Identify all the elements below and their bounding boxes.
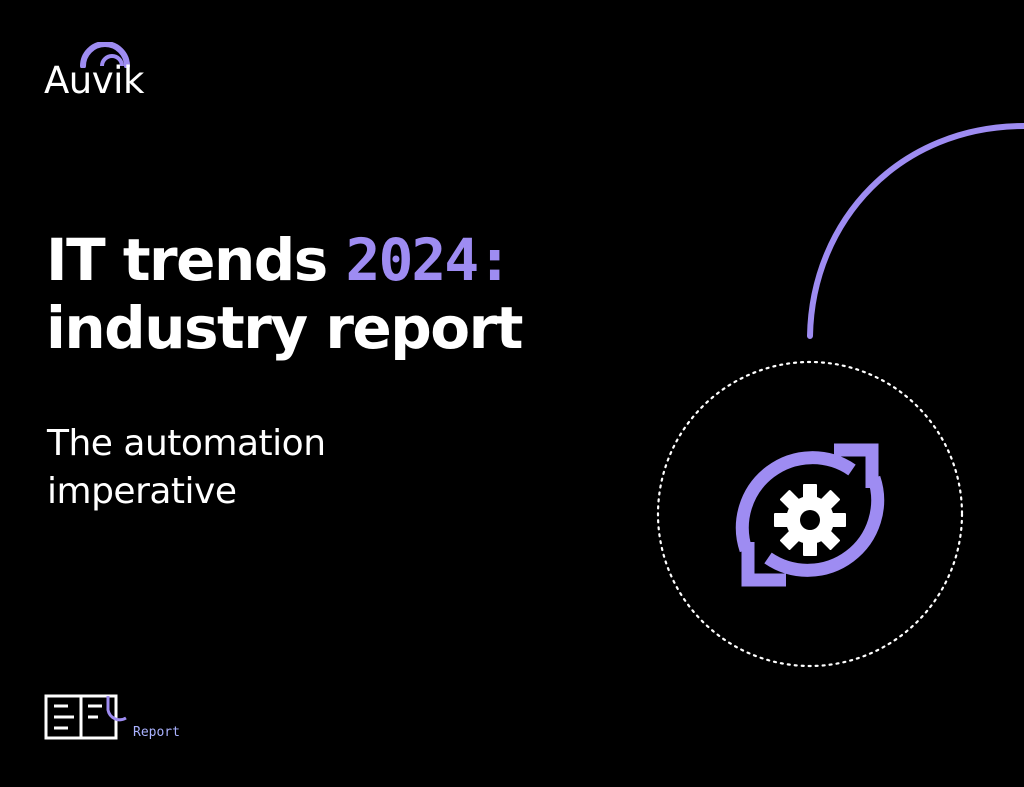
dotted-circle [656, 360, 964, 668]
logo-wordmark: Auvik [44, 59, 144, 102]
page-title: IT trends 2024: industry report [46, 226, 523, 362]
auvik-logo: Auvik [44, 42, 164, 106]
open-book-icon [44, 694, 127, 740]
document-type: Report [44, 692, 204, 742]
title-prefix: IT trends [46, 226, 346, 294]
title-line-2: industry report [46, 294, 523, 362]
subtitle: The automation imperative [47, 423, 326, 512]
document-type-label: Report [133, 725, 180, 740]
decorative-arc [807, 123, 1024, 339]
gear-hole [800, 510, 820, 530]
title-year: 2024: [345, 226, 513, 294]
gear-icon [774, 484, 846, 556]
cycle-arrows-icon [735, 443, 885, 587]
logo-arc-icon [80, 42, 130, 68]
